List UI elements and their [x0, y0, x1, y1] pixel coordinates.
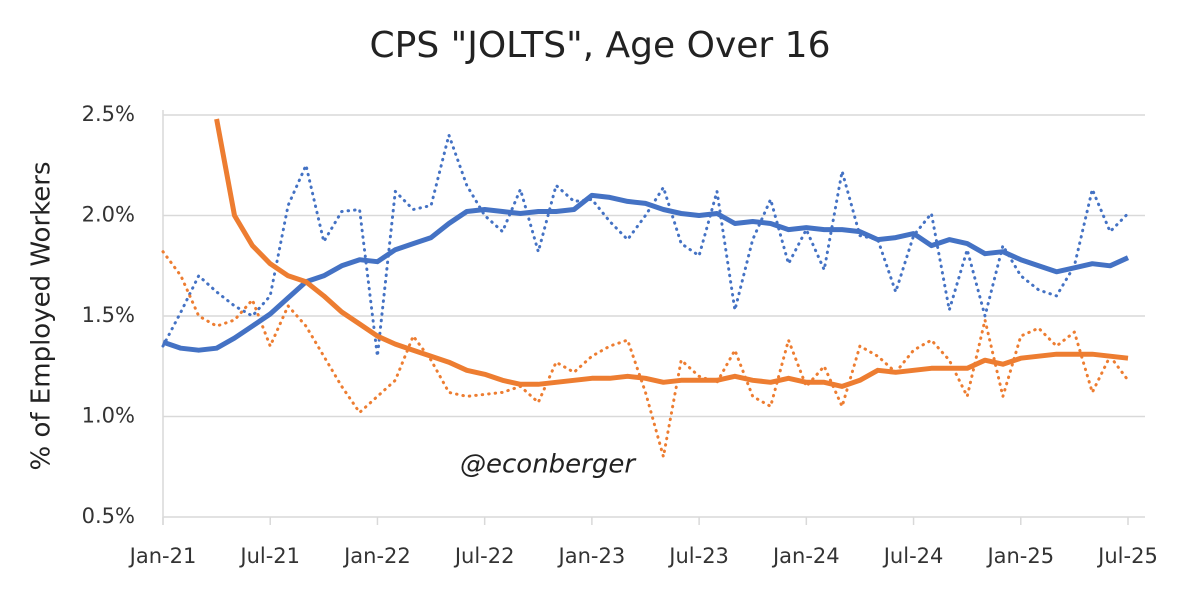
- x-tick-label: Jan-24: [771, 544, 840, 568]
- x-tick-label: Jul-25: [1096, 544, 1158, 568]
- y-tick-label: 2.5%: [82, 102, 135, 126]
- x-tick-label: Jul-22: [453, 544, 515, 568]
- series-line: [161, 133, 1130, 358]
- y-tick-label: 0.5%: [82, 504, 135, 528]
- x-tick-label: Jul-21: [238, 544, 300, 568]
- series-line: [214, 118, 1129, 389]
- chart-title: CPS "JOLTS", Age Over 16: [370, 25, 831, 66]
- x-tick-label: Jan-22: [342, 544, 411, 568]
- x-tick-label: Jan-25: [985, 544, 1054, 568]
- grid: [162, 110, 1145, 525]
- x-tick-label: Jan-23: [557, 544, 626, 568]
- y-tick-label: 1.5%: [82, 303, 135, 327]
- x-tick-label: Jul-24: [882, 544, 944, 568]
- y-tick-label: 2.0%: [82, 203, 135, 227]
- y-tick-label: 1.0%: [82, 404, 135, 428]
- watermark: @econberger: [460, 450, 637, 480]
- x-tick-label: Jul-23: [667, 544, 729, 568]
- y-axis-label: % of Employed Workers: [27, 162, 57, 471]
- plot-area: [161, 118, 1130, 459]
- series-line: [162, 192, 1130, 353]
- series-line: [161, 250, 1130, 459]
- x-tick-label: Jan-21: [128, 544, 197, 568]
